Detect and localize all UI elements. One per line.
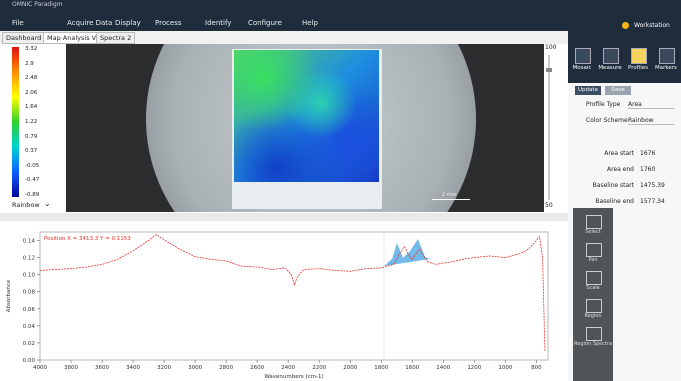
workstation[interactable]: Workstation: [634, 22, 670, 29]
splitter[interactable]: [0, 213, 568, 221]
x-tick-label: 2600: [250, 365, 264, 371]
x-tick-label: 3800: [64, 365, 78, 371]
zoom-min: 50: [545, 202, 553, 209]
colorbar-label: 2.06: [25, 90, 37, 96]
dropdown-arrow[interactable]: ⌄: [44, 199, 51, 208]
x-tick-label: 2800: [219, 365, 233, 371]
menu-item[interactable]: File: [12, 19, 24, 27]
colorbar-label: 2.9: [25, 61, 34, 67]
stat-value: 1577.34: [640, 198, 665, 205]
x-tick-label: 2400: [281, 365, 295, 371]
window-title: OMNIC Paradigm: [12, 1, 63, 8]
panel-button[interactable]: Save: [605, 86, 631, 95]
zoom-slider[interactable]: [548, 55, 550, 200]
map-view[interactable]: 2 mm: [66, 44, 544, 212]
panel-icon[interactable]: [631, 48, 647, 64]
y-tick-label: 0.00: [23, 358, 36, 364]
colorbar-label: 1.64: [25, 104, 37, 110]
x-tick-label: 3400: [126, 365, 140, 371]
colorbar-label: -0.05: [25, 163, 39, 169]
menu-item[interactable]: Display: [115, 19, 141, 27]
tab[interactable]: Dashboard: [2, 32, 45, 44]
menu-item[interactable]: Help: [302, 19, 318, 27]
stat-label: Area start: [574, 150, 634, 157]
x-tick-label: 1200: [467, 365, 481, 371]
menu-item[interactable]: Acquire Data: [67, 19, 112, 27]
y-tick-label: 0.06: [23, 307, 36, 313]
plot-area: [40, 232, 548, 360]
stat-value: 1760: [640, 166, 655, 173]
stat-label: Baseline start: [574, 182, 634, 189]
x-tick-label: 1400: [436, 365, 450, 371]
colorbar: [12, 47, 19, 197]
panel-button[interactable]: Update: [575, 86, 601, 95]
x-tick-label: 800: [531, 365, 542, 371]
colorbar-label: 3.32: [25, 46, 37, 52]
tool-label[interactable]: Region: [573, 313, 613, 319]
stat-label: Baseline end: [574, 198, 634, 205]
panel-icon[interactable]: [659, 48, 675, 64]
tool-label[interactable]: Region Spectra: [573, 341, 613, 347]
panel-icon-label[interactable]: Profiles: [624, 65, 652, 71]
colorbar-panel: [0, 44, 66, 214]
y-axis-label: Absorbance: [6, 279, 12, 312]
app-window: {"window":{"title":"OMNIC Paradigm","wor…: [0, 0, 681, 381]
tool-label[interactable]: Scale: [573, 285, 613, 291]
field-value[interactable]: Rainbow: [628, 117, 674, 125]
colorbar-label: 2.48: [25, 75, 37, 81]
x-tick-label: 1800: [374, 365, 388, 371]
spectrum-chart[interactable]: 0.00 0.02 0.04 0.06 0.08 0.10 0.12 0.14 4000 3800…: [0, 221, 568, 381]
tab[interactable]: Spectra 2: [96, 32, 135, 44]
stat-value: 1475.39: [640, 182, 665, 189]
scale-bar-line: [432, 199, 470, 200]
tool-label[interactable]: Pan: [573, 257, 613, 263]
tool-icon[interactable]: [586, 299, 602, 313]
x-tick-label: 1600: [405, 365, 419, 371]
zoom-max: 100: [545, 44, 556, 51]
menu-item[interactable]: Configure: [248, 19, 282, 27]
y-tick-label: 0.14: [23, 239, 36, 245]
colorbar-label: 0.37: [25, 148, 37, 154]
y-tick-label: 0.04: [23, 324, 36, 330]
x-tick-label: 3200: [157, 365, 171, 371]
x-tick-label: 4000: [33, 365, 47, 371]
x-tick-label: 1000: [498, 365, 512, 371]
x-tick-label: 3000: [188, 365, 202, 371]
tool-icon[interactable]: [586, 327, 602, 341]
panel-icon[interactable]: [575, 48, 591, 64]
cursor-position: Position X = 3413.3 Y = 0.1153: [44, 236, 131, 242]
panel-icon[interactable]: [603, 48, 619, 64]
colorbar-label: 0.79: [25, 134, 37, 140]
x-axis-label: Wavenumbers (cm-1): [264, 374, 323, 380]
scale-bar: 2 mm: [442, 192, 457, 198]
field-value[interactable]: Area: [628, 101, 674, 109]
x-tick-label: 3600: [95, 365, 109, 371]
field-label: Profile Type: [586, 101, 620, 108]
menu-item[interactable]: Identify: [205, 19, 231, 27]
y-tick-label: 0.02: [23, 341, 35, 347]
x-tick-label: 2200: [312, 365, 326, 371]
stat-label: Area end: [574, 166, 634, 173]
color-scheme-select[interactable]: Rainbow: [12, 201, 40, 209]
colorbar-label: -0.89: [25, 192, 39, 198]
menu-item[interactable]: Process: [155, 19, 182, 27]
panel-icon-label[interactable]: Markers: [652, 65, 680, 71]
x-tick-label: 2000: [343, 365, 357, 371]
tool-label[interactable]: Select: [573, 229, 613, 235]
colorbar-label: 1.22: [25, 119, 37, 125]
panel-icon-label[interactable]: Measure: [596, 65, 624, 71]
tool-icon[interactable]: [586, 215, 602, 229]
panel-icon-label[interactable]: Mosaic: [568, 65, 596, 71]
stat-value: 1676: [640, 150, 655, 157]
y-tick-label: 0.10: [23, 273, 36, 279]
map-image: [234, 50, 379, 182]
zoom-thumb[interactable]: [546, 68, 552, 72]
tool-icon[interactable]: [586, 243, 602, 257]
status-icon: [622, 22, 629, 29]
colorbar-label: -0.47: [25, 177, 39, 183]
y-tick-label: 0.08: [23, 290, 36, 296]
tool-icon[interactable]: [586, 271, 602, 285]
y-tick-label: 0.12: [23, 256, 35, 262]
field-label: Color Scheme: [586, 117, 628, 124]
